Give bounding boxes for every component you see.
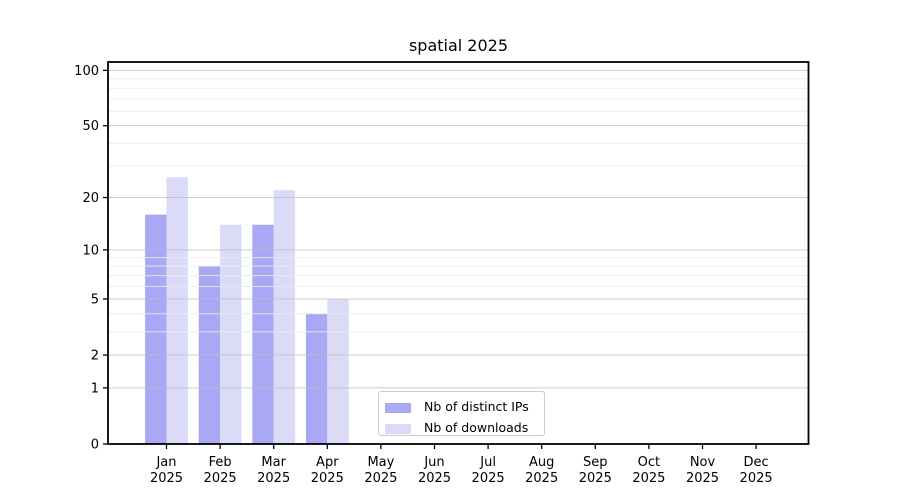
legend-swatch-downloads <box>385 423 411 434</box>
bar-distinct-ips-mar <box>252 224 274 444</box>
legend-swatch-distinct-ips <box>385 402 411 413</box>
legend-row-downloads: Nb of downloads <box>385 418 544 439</box>
x-tick-label-year-mar: 2025 <box>257 471 290 486</box>
x-tick-label-mar: Mar <box>261 455 286 470</box>
bar-downloads-mar <box>273 190 296 444</box>
chart-title: spatial 2025 <box>408 36 509 55</box>
x-tick-label-oct: Oct <box>638 455 660 470</box>
x-tick-label-year-apr: 2025 <box>311 471 344 486</box>
y-tick-label-100: 100 <box>74 64 99 79</box>
y-tick-label-1: 1 <box>91 381 99 396</box>
x-tick-label-dec: Dec <box>744 455 769 470</box>
x-tick-label-year-sep: 2025 <box>579 471 612 486</box>
y-tick-label-20: 20 <box>82 191 99 206</box>
x-tick-label-year-nov: 2025 <box>686 471 719 486</box>
legend-label-downloads: Nb of downloads <box>424 420 529 436</box>
x-tick-label-jul: Jul <box>479 455 496 470</box>
x-tick-label-feb: Feb <box>209 455 232 470</box>
x-tick-label-nov: Nov <box>690 455 716 470</box>
bar-distinct-ips-jan <box>145 214 167 444</box>
y-tick-label-5: 5 <box>91 292 99 307</box>
x-tick-label-year-aug: 2025 <box>525 471 558 486</box>
x-tick-label-sep: Sep <box>583 455 608 470</box>
legend-label-distinct-ips: Nb of distinct IPs <box>424 399 529 415</box>
x-tick-label-jan: Jan <box>155 455 176 470</box>
legend-row-distinct-ips: Nb of distinct IPs <box>385 397 544 418</box>
bar-downloads-jan <box>166 177 188 445</box>
x-tick-label-year-jun: 2025 <box>418 471 451 486</box>
y-tick-label-10: 10 <box>82 243 99 258</box>
x-tick-label-jun: Jun <box>423 455 444 470</box>
x-tick-label-year-oct: 2025 <box>632 471 665 486</box>
bar-distinct-ips-apr <box>305 313 328 444</box>
x-tick-label-year-jan: 2025 <box>150 471 183 486</box>
y-tick-label-2: 2 <box>91 349 99 364</box>
x-tick-label-year-dec: 2025 <box>740 471 773 486</box>
x-tick-label-year-jul: 2025 <box>472 471 505 486</box>
x-tick-label-year-feb: 2025 <box>204 471 237 486</box>
bar-downloads-apr <box>327 298 349 444</box>
y-tick-label-50: 50 <box>82 119 99 134</box>
y-tick-label-0: 0 <box>91 438 99 453</box>
x-tick-label-year-may: 2025 <box>364 471 397 486</box>
bar-downloads-feb <box>220 224 242 444</box>
legend: Nb of distinct IPs Nb of downloads <box>378 391 545 436</box>
x-tick-label-may: May <box>367 455 394 470</box>
x-tick-label-apr: Apr <box>316 455 339 470</box>
plot-border <box>107 61 810 445</box>
x-tick-label-aug: Aug <box>529 455 554 470</box>
